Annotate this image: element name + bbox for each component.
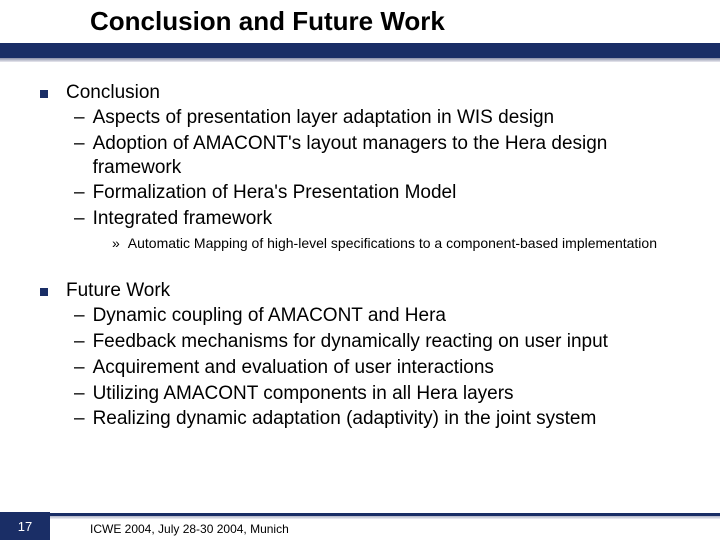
bullet-item: – Feedback mechanisms for dynamically re… [74, 330, 700, 354]
section-heading-text: Conclusion [66, 82, 160, 104]
sub-bullet-item: » Automatic Mapping of high-level specif… [112, 235, 700, 253]
dash-icon: – [74, 408, 85, 430]
footer-venue: ICWE 2004, July 28-30 2004, Munich [90, 519, 720, 536]
bullet-item: – Realizing dynamic adaptation (adaptivi… [74, 407, 700, 431]
bullet-item: – Aspects of presentation layer adaptati… [74, 106, 700, 130]
dash-icon: – [74, 383, 85, 405]
footer: 17 ICWE 2004, July 28-30 2004, Munich [0, 512, 720, 540]
bullet-item: – Adoption of AMACONT's layout managers … [74, 132, 700, 180]
bullet-text: Integrated framework [93, 207, 273, 231]
section-gap [30, 252, 700, 270]
square-bullet-icon [40, 288, 48, 296]
square-bullet-icon [40, 90, 48, 98]
dash-icon: – [74, 107, 85, 129]
title-band-dark [0, 43, 720, 58]
dash-icon: – [74, 133, 85, 155]
dash-icon: – [74, 182, 85, 204]
bullet-text: Utilizing AMACONT components in all Hera… [93, 382, 514, 406]
section-heading: Conclusion [40, 82, 700, 104]
slide-title: Conclusion and Future Work [0, 6, 720, 43]
bullet-item: – Dynamic coupling of AMACONT and Hera [74, 304, 700, 328]
bullet-text: Realizing dynamic adaptation (adaptivity… [93, 407, 597, 431]
bullet-text: Formalization of Hera's Presentation Mod… [93, 181, 457, 205]
bullet-item: – Utilizing AMACONT components in all He… [74, 382, 700, 406]
slide: Conclusion and Future Work Conclusion – … [0, 0, 720, 540]
raquo-icon: » [112, 235, 120, 251]
sub-bullet-text: Automatic Mapping of high-level specific… [128, 235, 657, 253]
bullet-item: – Acquirement and evaluation of user int… [74, 356, 700, 380]
dash-icon: – [74, 331, 85, 353]
dash-icon: – [74, 357, 85, 379]
dash-icon: – [74, 208, 85, 230]
content-area: Conclusion – Aspects of presentation lay… [30, 72, 700, 431]
bullet-text: Adoption of AMACONT's layout managers to… [93, 132, 700, 180]
section-heading: Future Work [40, 280, 700, 302]
dash-icon: – [74, 305, 85, 327]
title-band-gradient [0, 58, 720, 62]
section-heading-text: Future Work [66, 280, 170, 302]
bullet-text: Dynamic coupling of AMACONT and Hera [93, 304, 446, 328]
title-region: Conclusion and Future Work [0, 0, 720, 62]
bullet-item: – Integrated framework [74, 207, 700, 231]
bullet-item: – Formalization of Hera's Presentation M… [74, 181, 700, 205]
page-number: 17 [0, 512, 50, 540]
bullet-text: Acquirement and evaluation of user inter… [93, 356, 494, 380]
bullet-text: Feedback mechanisms for dynamically reac… [93, 330, 608, 354]
bullet-text: Aspects of presentation layer adaptation… [93, 106, 555, 130]
